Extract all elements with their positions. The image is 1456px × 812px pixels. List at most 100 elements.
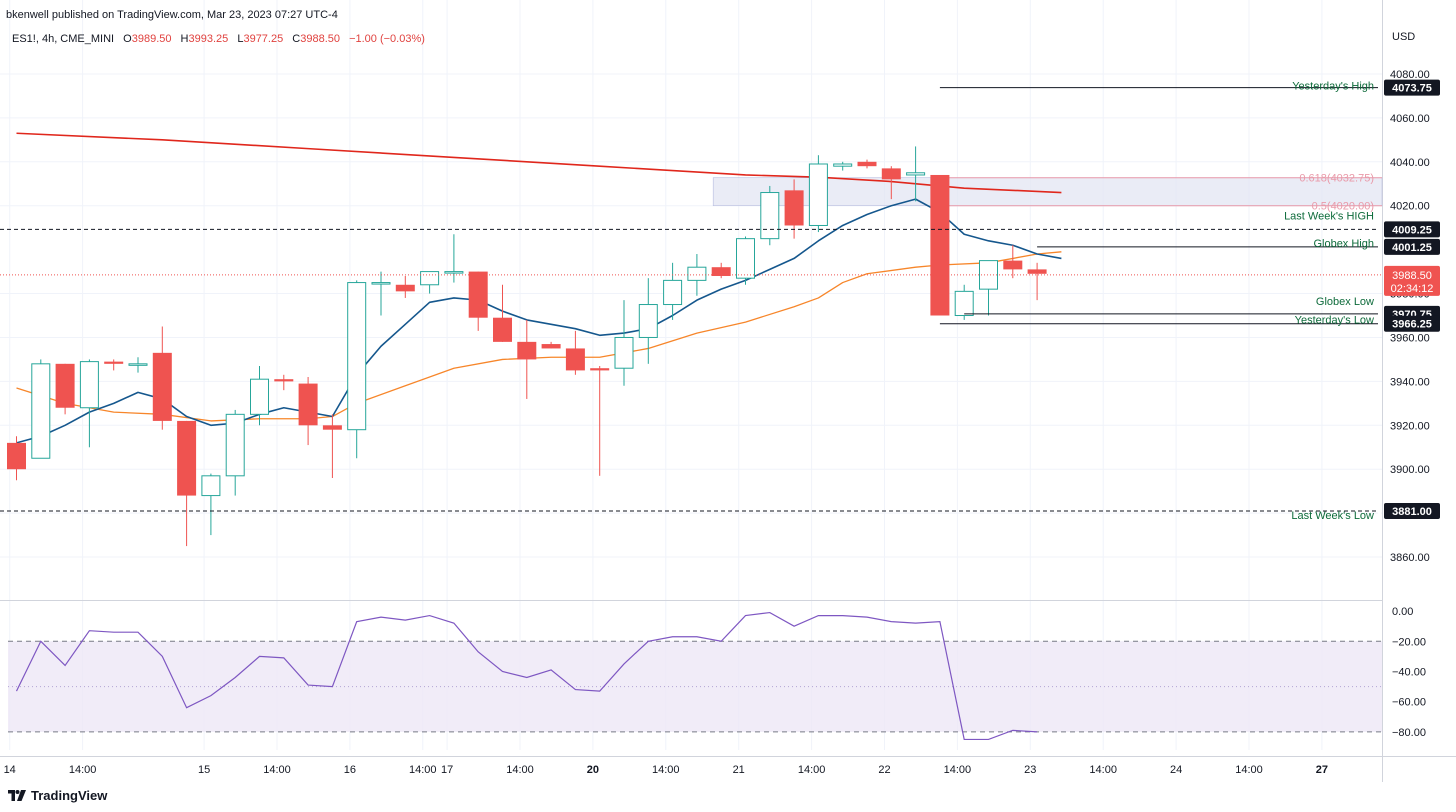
time-tick-label: 14:00 [652,764,680,776]
footer-brand[interactable]: TradingView [8,788,107,803]
candle-body [7,442,26,470]
candle-body [760,192,780,240]
level-price-badge [1384,238,1440,255]
level-label-gap [1378,238,1381,255]
candle-body [1003,260,1023,270]
candle-body [468,271,488,318]
price-tick-label: 4080.00 [1390,69,1430,81]
candle-body [687,266,707,281]
tradingview-logo-icon [8,790,26,801]
candle-body [881,168,901,180]
candle-body [930,174,950,316]
candle-body [420,271,440,286]
price-tick-label: 3960.00 [1390,332,1430,344]
level-label-gap [1378,315,1381,332]
candle-body [857,161,877,167]
osc-tick-label: −60.00 [1392,697,1426,709]
candle-body [395,284,415,292]
candle-body [979,260,998,290]
candle-body [493,317,512,342]
candle-body [517,341,537,360]
candle-body [128,363,148,366]
currency-label: USD [1392,31,1415,43]
time-tick-label: 22 [878,764,890,776]
candle-body [225,413,245,477]
publish-info: bkenwell published on TradingView.com, M… [6,9,338,21]
candle-body [565,348,585,371]
price-tick-label: 3920.00 [1390,420,1430,432]
level-price-label: 4001.25 [1392,242,1432,254]
low-label: L [237,33,244,45]
time-tick-label: 14:00 [263,764,291,776]
ma-blue-line [16,198,1062,444]
candle-body [55,363,75,408]
close-value: 3988.50 [300,33,340,45]
candle-body [274,379,294,382]
time-tick-label: 17 [441,764,453,776]
level-name-label: Yesterday's High [1292,81,1374,93]
price-tick-label: 4060.00 [1390,113,1430,125]
level-price-label: 3966.25 [1392,319,1432,331]
open-value: 3989.50 [131,33,172,45]
level-price-badge [1384,79,1440,96]
candle-body [250,378,269,415]
ma-red-line [16,132,1062,194]
candle-body [201,475,221,497]
candle-body [79,361,99,409]
candle-body [638,304,658,338]
price-tick-label: 3940.00 [1390,376,1430,388]
time-tick-label: 14:00 [69,764,97,776]
last-price-badge [1384,265,1440,296]
osc-tick-label: −20.00 [1392,636,1426,648]
time-tick-label: 14:00 [409,764,437,776]
symbol-legend[interactable]: ES1!, 4h, CME_MINI O3989.50 H3993.25 L39… [12,33,425,45]
high-value: 3993.25 [188,33,229,45]
level-label-gap [1378,79,1381,96]
candle-body [954,290,974,317]
candle-body [784,190,804,226]
fib-level-label: 0.618(4032.75) [1299,173,1374,185]
price-tick-label: 3900.00 [1390,464,1430,476]
time-tick-label: 27 [1316,764,1328,776]
candle-body [614,336,634,369]
candle-body [152,352,172,421]
close-label: C [292,33,301,45]
price-tick-label: 4040.00 [1390,157,1430,169]
time-tick-label: 14:00 [1089,764,1117,776]
time-tick-label: 24 [1170,764,1182,776]
level-name-label: Globex Low [1316,296,1374,308]
osc-tick-label: 0.00 [1392,606,1413,618]
high-label: H [180,33,189,45]
candle-body [322,425,342,430]
level-price-badge [1384,502,1440,519]
time-tick-label: 14:00 [1235,764,1263,776]
level-price-label: 4073.75 [1392,83,1432,95]
time-tick-label: 21 [733,764,745,776]
time-tick-label: 23 [1024,764,1036,776]
level-price-label: 3881.00 [1392,506,1432,518]
brand-name: TradingView [31,788,108,803]
osc-tick-label: −40.00 [1392,666,1426,678]
fib-level-label: 0.5(4020.00) [1312,201,1374,213]
level-label-gap [1378,502,1381,519]
candle-body [104,361,124,364]
countdown-label: 02:34:12 [1391,283,1434,295]
symbol-name: ES1!, 4h, CME_MINI [12,33,115,45]
time-tick-label: 14 [4,764,16,776]
candle-body [906,172,926,176]
time-tick-label: 20 [587,764,599,776]
low-value: 3977.25 [243,33,284,45]
candle-body [298,383,318,426]
candle-body [444,271,464,274]
price-tick-label: 3860.00 [1390,552,1430,564]
candle-body [177,420,197,496]
last-price-label: 3988.50 [1392,270,1432,282]
level-name-label: Yesterday's Low [1295,315,1374,327]
level-label-gap [1378,305,1381,322]
level-price-label: 4009.25 [1392,224,1432,236]
candle-body [31,363,51,459]
level-price-badge [1384,315,1440,332]
candle-body [663,279,683,306]
level-price-badge [1384,221,1440,238]
